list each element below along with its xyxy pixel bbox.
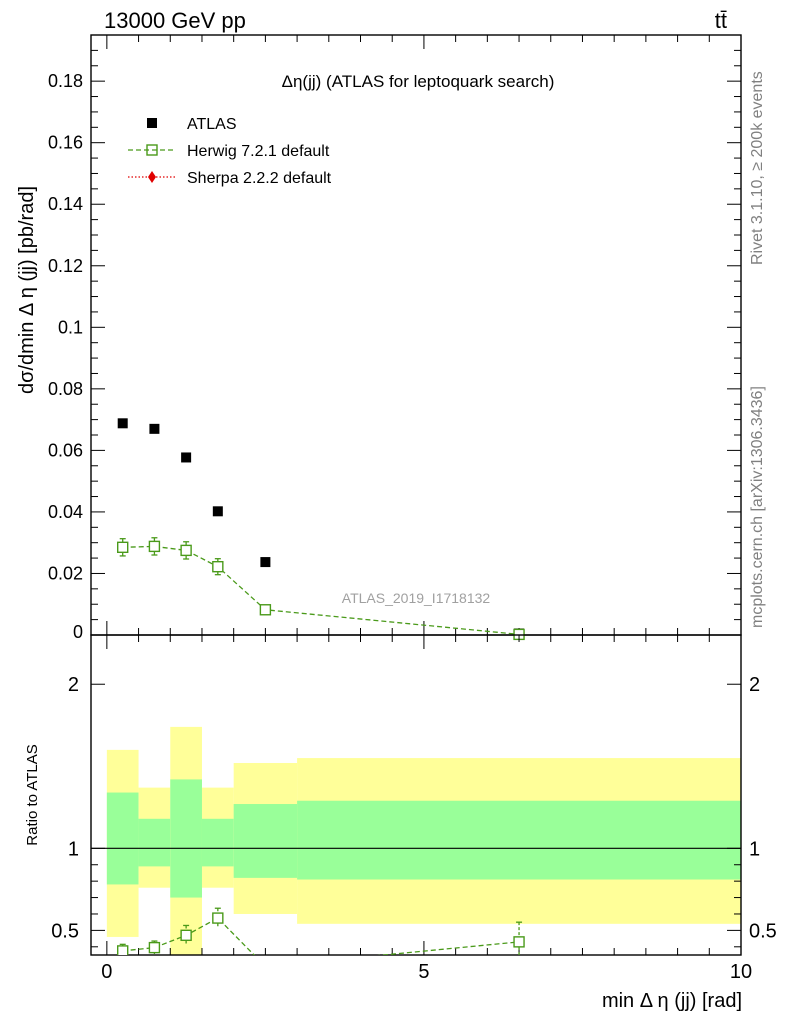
y-axis-label: dσ/dmin Δ η (jj) [pb/rad] [16, 186, 38, 394]
ratio-band-inner [106, 792, 139, 885]
atlas-point [181, 452, 192, 463]
x-tick-label: 5 [418, 961, 429, 983]
ratio-band-inner [297, 800, 741, 880]
x-tick-label: 0 [101, 961, 112, 983]
ratio-band-inner [138, 818, 171, 867]
legend-marker-herwig [146, 144, 158, 156]
ratio-y-axis-label: Ratio to ATLAS [24, 744, 41, 845]
herwig-point [148, 540, 161, 553]
chart-title: Δη(jj) (ATLAS for leptoquark search) [282, 72, 555, 91]
atlas-point [149, 423, 160, 434]
side-label-bottom: mcplots.cern.ch [arXiv:1306.3436] [749, 386, 766, 628]
header-left: 13000 GeV pp [104, 8, 246, 33]
atlas-point [212, 506, 223, 517]
herwig-point [117, 541, 129, 554]
ratio-panel: 0 5 10 0.5 0.5 1 1 2 2 [51, 634, 777, 983]
ratio-frame [90, 634, 742, 956]
ratio-band-inner [233, 804, 298, 878]
herwig-ratio-point [148, 941, 161, 954]
y-tick-label: 0.06 [48, 440, 83, 460]
y-tick-label: 0.14 [48, 194, 83, 214]
herwig-ratio-point [180, 929, 192, 942]
ratio-band-inner [201, 818, 234, 867]
side-label-top: Rivet 3.1.10, ≥ 200k events [749, 71, 766, 265]
legend-marker-atlas [147, 118, 157, 128]
header-right: tt̄ [715, 8, 727, 33]
ratio-band-inner [170, 779, 202, 898]
y-tick-label: 0.18 [48, 71, 83, 91]
y-tick-label: 0.02 [48, 563, 83, 583]
y-tick-label: 0.1 [58, 317, 83, 337]
herwig-ratio-point [212, 912, 224, 924]
y-tick-label-zero: 0 [73, 622, 83, 642]
herwig-point [180, 544, 192, 557]
legend-label-sherpa: Sherpa 2.2.2 default [187, 170, 332, 187]
y-tick-label: 0.04 [48, 502, 83, 522]
ratio-y-tick-label-left: 0.5 [51, 920, 79, 942]
herwig-point [212, 560, 224, 573]
y-tick-label: 0.08 [48, 379, 83, 399]
ratio-y-tick-label-left: 1 [68, 838, 79, 860]
herwig-ratio-point [513, 936, 525, 948]
herwig-ratio-point [117, 945, 129, 955]
x-tick-label: 10 [730, 961, 752, 983]
herwig-ratio-group [117, 907, 525, 955]
atlas-point [260, 557, 271, 568]
atlas-point [117, 418, 128, 429]
x-axis-label: min Δ η (jj) [rad] [602, 990, 742, 1012]
y-tick-label: 0.16 [48, 133, 83, 153]
legend-label-atlas: ATLAS [187, 116, 237, 133]
herwig-point [259, 604, 272, 616]
watermark: ATLAS_2019_I1718132 [342, 590, 491, 606]
ratio-y-tick-label-right: 1 [749, 838, 760, 860]
legend: ATLAS Herwig 7.2.1 default Sherpa 2.2.2 … [128, 116, 332, 187]
legend-label-herwig: Herwig 7.2.1 default [187, 143, 330, 160]
ratio-y-tick-label-right: 2 [749, 674, 760, 696]
ratio-y-tick-label-left: 2 [68, 674, 79, 696]
legend-marker-sherpa [148, 171, 156, 183]
y-tick-label: 0.12 [48, 256, 83, 276]
ratio-y-tick-label-right: 0.5 [749, 920, 777, 942]
